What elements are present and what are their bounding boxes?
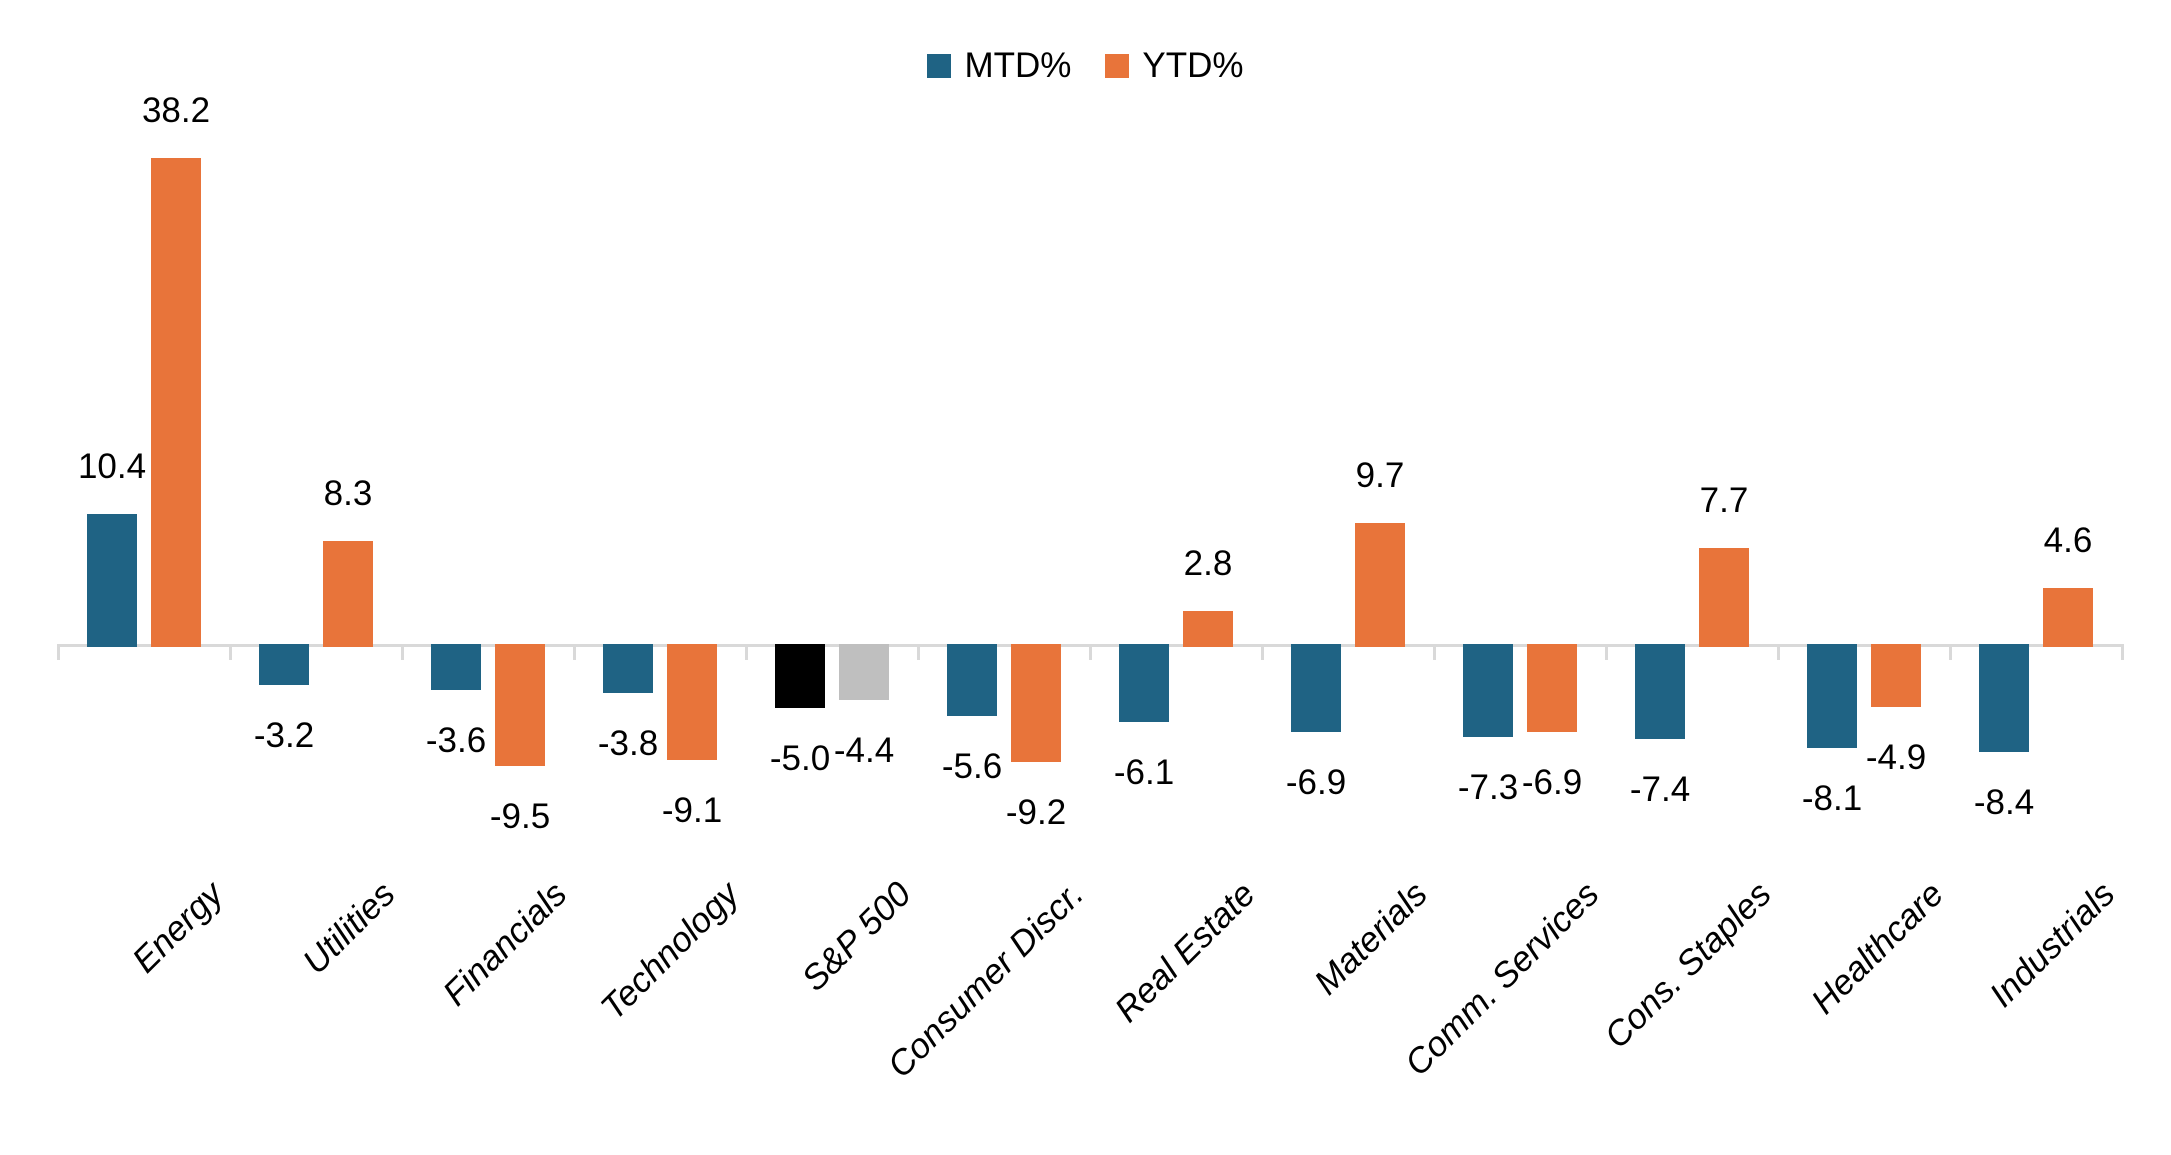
axis-tick <box>917 644 920 660</box>
category-label-text: Cons. Staples <box>1597 874 1779 1056</box>
legend-item-ytd: YTD% <box>1105 46 1244 85</box>
legend-label-ytd: YTD% <box>1142 46 1244 85</box>
bar-ytd-technology <box>667 644 717 760</box>
bar-ytd-financials <box>495 644 545 766</box>
value-label-mtd-technology: -3.8 <box>597 724 659 763</box>
value-label-ytd-technology: -9.1 <box>661 791 723 830</box>
bar-ytd-comm-services <box>1527 644 1577 732</box>
value-label-ytd-consumer-discr: -9.2 <box>1005 793 1067 832</box>
value-label-ytd-financials: -9.5 <box>489 797 551 836</box>
bar-mtd-consumer-discr <box>947 644 997 716</box>
value-label-mtd-healthcare: -8.1 <box>1801 779 1863 818</box>
value-label-ytd-real-estate: 2.8 <box>1183 544 1233 583</box>
value-label-mtd-cons-staples: -7.4 <box>1629 770 1691 809</box>
bar-ytd-energy <box>151 158 201 647</box>
value-label-mtd-s-p-500: -5.0 <box>769 739 831 778</box>
value-label-ytd-materials: 9.7 <box>1355 456 1405 495</box>
bar-mtd-financials <box>431 644 481 690</box>
bar-mtd-materials <box>1291 644 1341 732</box>
bar-mtd-industrials <box>1979 644 2029 752</box>
value-label-ytd-utilities: 8.3 <box>323 474 373 513</box>
category-label-text: Industrials <box>1982 874 2123 1015</box>
legend-item-mtd: MTD% <box>927 48 1071 83</box>
axis-tick <box>401 644 404 660</box>
value-label-mtd-utilities: -3.2 <box>253 716 315 755</box>
category-label-text: Materials <box>1306 874 1435 1003</box>
axis-tick <box>229 644 232 660</box>
bar-ytd-s-p-500 <box>839 644 889 700</box>
category-label-text: Utilities <box>295 874 403 982</box>
axis-tick <box>745 644 748 660</box>
value-label-ytd-industrials: 4.6 <box>2043 521 2093 560</box>
axis-tick <box>1433 644 1436 660</box>
bar-mtd-comm-services <box>1463 644 1513 737</box>
value-label-mtd-comm-services: -7.3 <box>1457 768 1519 807</box>
bar-ytd-cons-staples <box>1699 548 1749 647</box>
category-label-text: Energy <box>124 874 231 981</box>
axis-tick <box>1949 644 1952 660</box>
category-label-text: Real Estate <box>1107 874 1263 1030</box>
value-label-mtd-materials: -6.9 <box>1285 763 1347 802</box>
bar-ytd-real-estate <box>1183 611 1233 647</box>
bar-ytd-industrials <box>2043 588 2093 647</box>
axis-tick <box>57 644 60 660</box>
axis-tick <box>1089 644 1092 660</box>
bar-mtd-real-estate <box>1119 644 1169 722</box>
axis-tick <box>573 644 576 660</box>
bar-ytd-healthcare <box>1871 644 1921 707</box>
bar-ytd-utilities <box>323 541 373 647</box>
legend-label-mtd: MTD% <box>964 46 1072 85</box>
bar-ytd-materials <box>1355 523 1405 647</box>
bar-mtd-utilities <box>259 644 309 685</box>
bar-mtd-s-p-500 <box>775 644 825 708</box>
value-label-mtd-industrials: -8.4 <box>1973 783 2035 822</box>
value-label-mtd-consumer-discr: -5.6 <box>941 747 1003 786</box>
category-label-text: Financials <box>435 874 575 1014</box>
legend-swatch-ytd-icon <box>1105 53 1130 78</box>
value-label-ytd-cons-staples: 7.7 <box>1699 481 1749 520</box>
legend-swatch-mtd-icon <box>927 53 952 78</box>
value-label-mtd-energy: 10.4 <box>77 447 147 486</box>
value-label-ytd-energy: 38.2 <box>141 91 211 130</box>
value-label-ytd-s-p-500: -4.4 <box>833 731 895 770</box>
value-label-ytd-healthcare: -4.9 <box>1865 738 1927 777</box>
value-label-ytd-comm-services: -6.9 <box>1521 763 1583 802</box>
value-label-mtd-real-estate: -6.1 <box>1113 753 1175 792</box>
bar-mtd-healthcare <box>1807 644 1857 748</box>
bar-mtd-cons-staples <box>1635 644 1685 739</box>
axis-tick <box>1261 644 1264 660</box>
value-label-mtd-financials: -3.6 <box>425 721 487 760</box>
bar-mtd-technology <box>603 644 653 693</box>
bar-mtd-energy <box>87 514 137 647</box>
axis-tick <box>2121 644 2124 660</box>
bar-ytd-consumer-discr <box>1011 644 1061 762</box>
category-label-text: Technology <box>593 874 747 1028</box>
category-label-text: S&P 500 <box>794 874 919 999</box>
axis-tick <box>1777 644 1780 660</box>
category-label-text: Healthcare <box>1803 874 1951 1022</box>
axis-tick <box>1605 644 1608 660</box>
chart-legend: MTD% YTD% <box>0 48 2171 83</box>
